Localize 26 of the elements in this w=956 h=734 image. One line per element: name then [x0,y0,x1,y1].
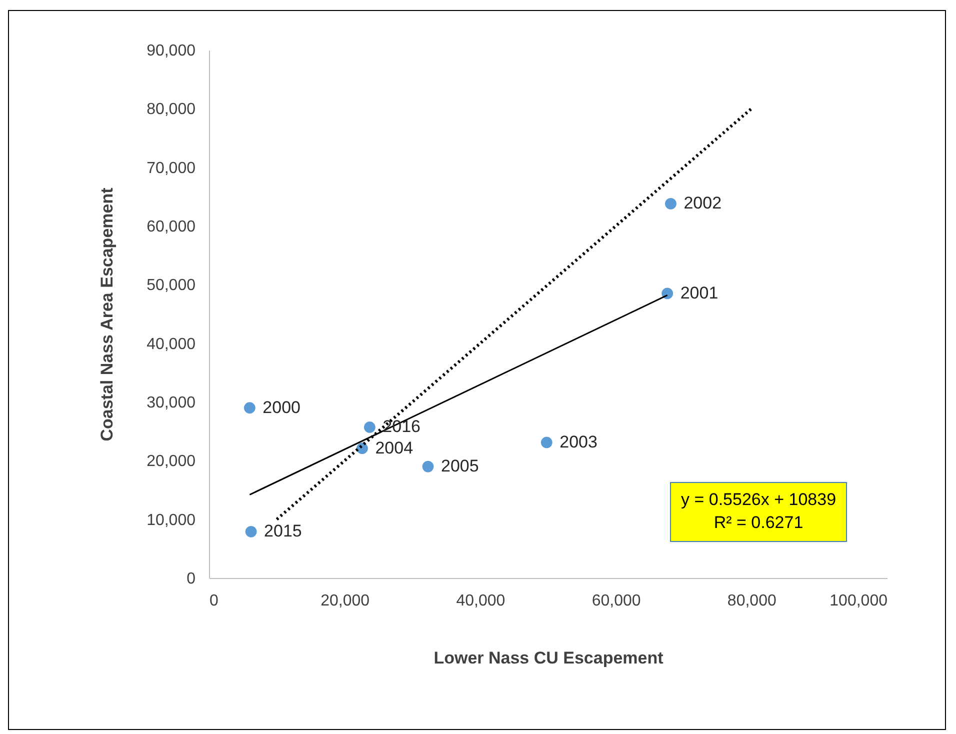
y-tick-label: 30,000 [146,394,196,412]
x-axis-title: Lower Nass CU Escapement [434,648,664,668]
annotation: y = 0.5526x + 10839 R² = 0.6271 [670,482,848,542]
y-tick-label: 10,000 [146,512,196,529]
annotation: 2000 [262,398,301,417]
annotation: 2005 [440,456,479,476]
annotation: 2004 [375,438,414,458]
annotation: 2001 [680,283,718,302]
y-tick-label: 20,000 [146,453,196,470]
y-tick-label: 40,000 [146,336,196,353]
y-axis-title: Coastal Nass Area Escapement [98,187,117,442]
x-tick-label: 20,000 [320,592,370,610]
x-tick-label: 100,000 [830,592,888,610]
y-tick-label: 80,000 [146,101,196,118]
annotation: 2015 [264,522,302,541]
annotation: 2002 [684,194,722,213]
y-tick-label: 90,000 [146,42,196,60]
y-tick-label: 50,000 [146,277,196,294]
x-tick-label: 60,000 [592,592,641,610]
y-tick-label: 0 [186,570,196,588]
x-tick-label: 80,000 [727,592,776,610]
y-tick-label: 70,000 [146,160,196,177]
x-tick-label: 0 [210,592,218,610]
x-tick-label: 40,000 [456,592,506,610]
annotation: 2003 [560,432,598,452]
y-tick-label: 60,000 [146,218,196,236]
